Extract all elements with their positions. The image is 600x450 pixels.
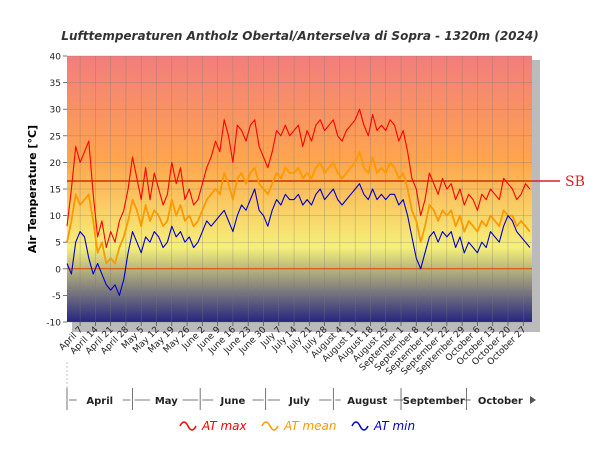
month-label: June	[220, 396, 246, 407]
y-tick-label: 30	[50, 106, 62, 116]
axis-arrow-icon	[530, 396, 536, 404]
month-axis: April May June July August September October	[66, 362, 536, 410]
y-tick-label: 40	[50, 53, 62, 63]
month-label: October	[478, 396, 523, 407]
legend-label: AT mean	[283, 419, 337, 433]
y-axis-label: Air Temperature [°C]	[26, 125, 39, 253]
legend-label: AT max	[201, 419, 248, 433]
legend-swatch	[351, 421, 369, 431]
reference-line-label: SB	[565, 174, 585, 190]
y-tick-label: 15	[50, 186, 61, 196]
month-label: April	[86, 396, 113, 407]
chart-title: Lufttemperaturen Antholz Obertal/Anterse…	[61, 29, 538, 43]
legend-swatch	[261, 421, 279, 431]
series-line-at-mean	[66, 150, 531, 265]
y-tick-label: -5	[52, 292, 61, 302]
y-axis-ticks: -10 -5 0 5 10 15 20 25 30 35 40	[46, 53, 67, 329]
y-tick-label: 25	[50, 132, 61, 142]
y-tick-label: 10	[50, 212, 62, 222]
month-label: September	[403, 396, 465, 407]
legend: AT max AT mean AT min	[179, 419, 415, 433]
series-line-at-max	[66, 108, 531, 249]
legend-swatch	[179, 421, 197, 431]
month-label: May	[155, 396, 178, 407]
y-tick-label: -10	[46, 319, 61, 329]
grid	[67, 55, 532, 323]
legend-label: AT min	[373, 419, 415, 433]
month-label: August	[347, 396, 387, 407]
series-line-at-min	[66, 183, 531, 296]
month-label: July	[288, 396, 310, 407]
y-tick-label: 20	[50, 159, 62, 169]
y-tick-label: 5	[55, 239, 61, 249]
y-tick-label: 0	[55, 265, 61, 275]
y-tick-label: 35	[50, 79, 61, 89]
reference-lines: SB	[67, 174, 585, 270]
series-lines	[66, 108, 531, 296]
